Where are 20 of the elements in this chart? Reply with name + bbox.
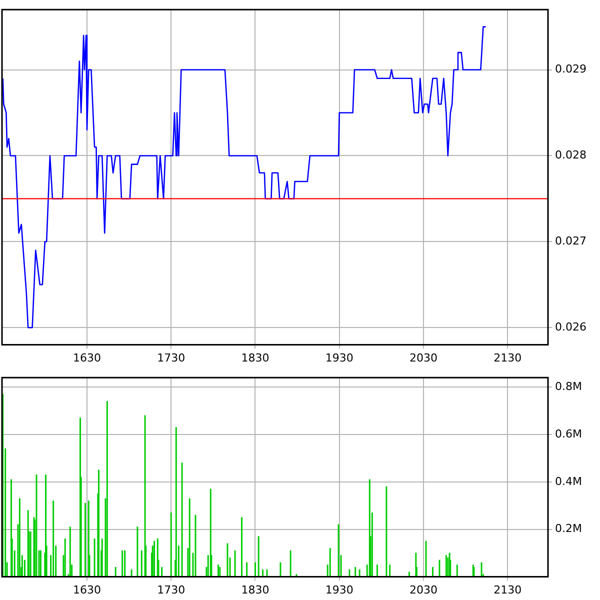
x-tick-label: 1830 — [241, 583, 270, 596]
x-tick-label: 2130 — [494, 351, 522, 364]
x-tick-label: 2030 — [409, 583, 438, 596]
x-tick-label: 2030 — [409, 351, 438, 364]
x-tick-label: 1630 — [72, 583, 101, 596]
y-tick-label: 0.8M — [555, 380, 582, 393]
x-tick-label: 1630 — [72, 351, 101, 364]
x-tick-label: 1730 — [157, 351, 186, 364]
x-tick-label: 1930 — [325, 583, 354, 596]
y-tick-label: 0.027 — [555, 234, 586, 248]
x-tick-label: 1730 — [157, 583, 186, 596]
x-tick-label: 1830 — [241, 351, 270, 364]
x-tick-label: 2130 — [494, 583, 522, 596]
y-tick-label: 0.029 — [555, 62, 586, 76]
y-tick-label: 0.028 — [555, 148, 586, 162]
x-tick-label: 1930 — [325, 351, 354, 364]
y-tick-label: 0.4M — [555, 474, 582, 488]
y-tick-label: 0.026 — [555, 320, 586, 334]
y-tick-label: 0.6M — [555, 427, 582, 440]
y-tick-label: 0.2M — [555, 522, 582, 536]
